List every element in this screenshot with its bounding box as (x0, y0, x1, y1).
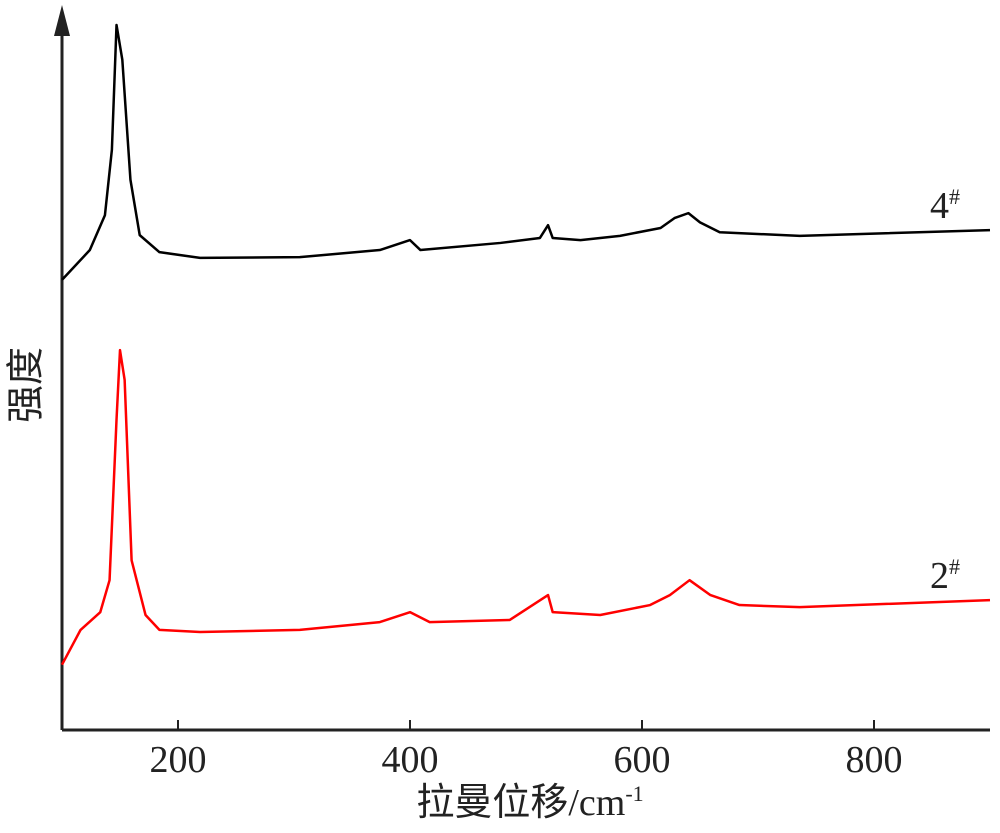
series-label-name: 2 (930, 555, 949, 597)
series-label-superscript: # (949, 184, 960, 209)
series-line (61, 23, 991, 281)
series-label: 2# (930, 554, 960, 597)
x-axis-label-main: 拉曼位移/cm (416, 782, 625, 824)
x-tick-label: 800 (846, 739, 903, 781)
series-label-superscript: # (949, 554, 960, 579)
y-axis-label: 强度 (6, 347, 48, 423)
x-axis-label: 拉曼位移/cm-1 (416, 781, 643, 824)
x-tick-label: 400 (382, 739, 439, 781)
x-tick-label: 600 (614, 739, 671, 781)
x-axis-label-superscript: -1 (625, 781, 643, 806)
series-label-name: 4 (930, 185, 949, 227)
x-tick-label: 200 (150, 739, 207, 781)
series-label: 4# (930, 184, 960, 227)
series-line (60, 348, 991, 666)
y-axis-arrow (54, 5, 70, 36)
